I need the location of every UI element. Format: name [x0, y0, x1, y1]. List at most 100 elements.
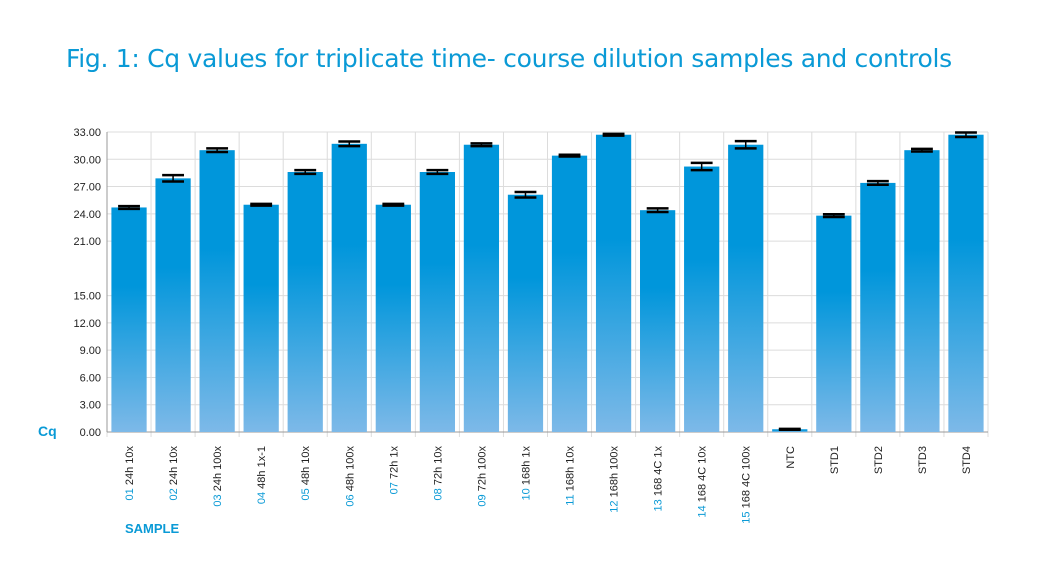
error-bar [470, 142, 493, 148]
bar [816, 215, 852, 432]
error-bar [822, 213, 845, 219]
x-tick-label: STD3 [917, 446, 929, 474]
x-tick-text: 48h 100x [344, 446, 356, 492]
x-tick-label: 02 24h 10x [168, 446, 180, 501]
y-tick-label: 27.00 [73, 182, 101, 194]
x-tick-text: STD3 [917, 446, 929, 474]
x-tick-number: 01 [124, 485, 136, 500]
y-tick-label: 21.00 [73, 236, 101, 248]
y-tick-label: 3.00 [80, 400, 101, 412]
bar [243, 204, 279, 432]
x-tick-label: STD1 [829, 446, 841, 474]
error-bar [955, 131, 977, 139]
x-tick-label: 06 48h 100x [344, 446, 356, 507]
error-bar [778, 427, 801, 431]
bar [948, 134, 984, 432]
x-tick-number: 04 [256, 489, 268, 504]
x-tick-text: 168h 10x [565, 446, 577, 492]
x-tick-text: 72h 1x [388, 446, 400, 480]
error-bar [338, 140, 361, 148]
x-tick-text: STD4 [961, 446, 973, 474]
error-bar [911, 147, 933, 153]
grid-lines [106, 131, 989, 437]
x-tick-text: 168h 1x [520, 446, 532, 486]
error-bar [162, 173, 184, 183]
x-tick-text: 168 4C 1x [653, 446, 665, 497]
x-tick-text: 72h 10x [432, 446, 444, 486]
bar [155, 178, 191, 432]
x-tick-label: STD4 [961, 446, 973, 474]
x-tick-number: 15 [741, 508, 753, 523]
error-bars [118, 131, 977, 431]
y-tick-label: 0.00 [80, 427, 101, 439]
x-tick-text: NTC [785, 446, 797, 469]
bars [111, 134, 984, 433]
bar [111, 207, 147, 432]
x-tick-text: STD1 [829, 446, 841, 474]
x-tick-label: 12 168h 100x [609, 446, 621, 513]
x-tick-label: 15 168 4C 100x [741, 446, 753, 524]
bar [463, 144, 500, 432]
x-tick-label: STD2 [873, 446, 885, 474]
bar [860, 182, 896, 432]
error-bar [734, 139, 757, 150]
x-tick-text: 168 4C 10x [697, 446, 709, 503]
x-tick-label: 10 168h 1x [520, 446, 532, 501]
y-axis-label: Cq [38, 423, 57, 439]
chart-title: Fig. 1: Cq values for triplicate time- c… [66, 44, 952, 73]
bar [375, 204, 411, 432]
bar [287, 172, 323, 432]
error-bar [514, 190, 537, 199]
x-tick-label: 11 168h 10x [565, 446, 577, 506]
x-tick-label: 04 48h 1x-1 [256, 446, 268, 504]
bar [595, 134, 632, 432]
error-bar [602, 132, 625, 137]
error-bar [206, 147, 229, 154]
error-bar [382, 202, 405, 207]
y-tick-label: 33.00 [73, 127, 101, 139]
x-tick-text: 48h 1x-1 [256, 446, 268, 489]
x-tick-number: 08 [432, 485, 444, 500]
x-tick-label: 01 24h 10x [124, 446, 136, 501]
bar [684, 166, 720, 432]
x-tick-number: 05 [300, 485, 312, 500]
x-tick-number: 02 [168, 485, 180, 500]
x-tick-label: 03 24h 100x [212, 446, 224, 507]
x-tick-text: 24h 10x [124, 446, 136, 486]
bar [331, 143, 367, 432]
x-tick-text: 168 4C 100x [741, 446, 753, 509]
bar [904, 150, 940, 432]
error-bar [690, 161, 713, 172]
error-bar [118, 204, 140, 211]
y-tick-label: 15.00 [73, 291, 101, 303]
y-tick-label: 12.00 [73, 318, 101, 330]
x-tick-number: 06 [344, 491, 356, 506]
x-tick-number: 10 [520, 485, 532, 500]
y-tick-label: 6.00 [80, 372, 101, 384]
y-tick-label: 24.00 [73, 209, 101, 221]
x-tick-text: 24h 100x [212, 446, 224, 492]
bar [640, 210, 676, 432]
bar [728, 144, 764, 432]
x-tick-number: 12 [609, 497, 621, 512]
x-tick-label: 05 48h 10x [300, 446, 312, 501]
bar [551, 155, 588, 433]
y-tick-label: 30.00 [73, 154, 101, 166]
x-tick-label: 08 72h 10x [432, 446, 444, 501]
x-tick-text: 72h 100x [476, 446, 488, 492]
x-tick-text: 24h 10x [168, 446, 180, 486]
x-tick-label: 07 72h 1x [388, 446, 400, 495]
x-tick-label: 13 168 4C 1x [653, 446, 665, 512]
bar [507, 194, 544, 432]
error-bar [866, 179, 889, 186]
x-tick-number: 09 [476, 491, 488, 506]
error-bar [426, 168, 449, 176]
x-tick-number: 03 [212, 491, 224, 506]
x-tick-number: 07 [388, 479, 400, 494]
x-tick-number: 11 [565, 491, 577, 505]
error-bar [250, 202, 273, 207]
error-bar [558, 153, 581, 158]
x-tick-number: 13 [653, 496, 665, 511]
